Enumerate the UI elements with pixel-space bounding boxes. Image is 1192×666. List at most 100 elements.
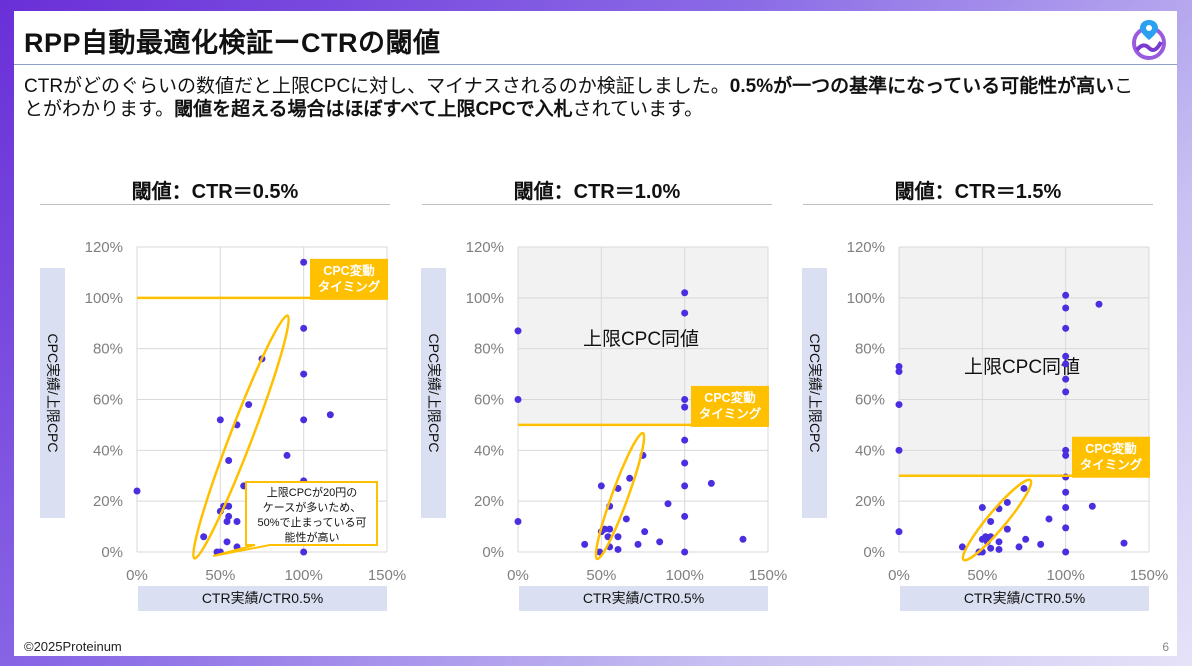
data-point	[606, 525, 614, 533]
panel-divider-1	[40, 204, 390, 205]
x-tick-label: 100%	[665, 567, 703, 584]
data-point	[1045, 515, 1053, 523]
y-tick-label: 120%	[847, 239, 885, 256]
data-point	[233, 518, 241, 525]
panel-title-3: 閾値：CTR＝1.5%	[894, 181, 1062, 203]
callout-line: 能性が高い	[285, 530, 340, 544]
x-axis-label-3: CTR実績/CTR0.5%	[900, 586, 1149, 611]
data-point	[1015, 543, 1023, 551]
data-point	[1062, 360, 1070, 368]
data-point	[1003, 498, 1011, 506]
y-tick-label: 80%	[474, 341, 504, 358]
data-point	[514, 518, 522, 525]
x-tick-label: 0%	[126, 567, 148, 584]
data-point	[300, 548, 308, 556]
data-point	[300, 258, 308, 266]
data-point	[895, 401, 903, 409]
data-point	[614, 545, 622, 553]
location-pin-globe-icon	[1132, 20, 1166, 60]
x-tick-label: 0%	[888, 567, 910, 584]
y-tick-label: 20%	[93, 493, 123, 510]
panel-title-1: 閾値：CTR＝0.5%	[131, 181, 299, 203]
data-point	[1062, 488, 1070, 496]
data-point	[681, 459, 689, 467]
data-point	[681, 289, 689, 297]
data-point	[681, 512, 689, 520]
x-tick-label: 100%	[1046, 567, 1084, 584]
data-point	[1037, 540, 1045, 548]
data-point	[1062, 504, 1070, 512]
data-point	[634, 540, 642, 548]
threshold-label-line: タイミング	[699, 406, 762, 421]
callout-line: 50%で止まっている可	[257, 516, 366, 529]
threshold-label-line: タイミング	[1080, 457, 1143, 472]
x-tick-label: 50%	[205, 567, 235, 584]
data-point	[958, 543, 966, 551]
panel-divider-2	[422, 204, 772, 205]
data-point	[1062, 291, 1070, 299]
y-tick-label: 40%	[93, 442, 123, 459]
threshold-label: CPC変動タイミング	[1080, 441, 1143, 472]
data-point	[614, 533, 622, 541]
description-text: されています。	[572, 99, 704, 120]
data-point	[1062, 446, 1070, 454]
y-tick-label: 40%	[474, 442, 504, 459]
description-emphasis: 0.5%が一つの基準になっている可能性が高い	[729, 76, 1115, 97]
description-emphasis: 閾値を超える場合はほぼすべて上限CPCで入札	[174, 99, 573, 120]
chart-1: 0% 20% 40% 60% 80% 100% 120% 0% 50% 100% 150% CPC変動…	[85, 239, 407, 584]
data-point	[978, 504, 986, 512]
data-point	[1062, 388, 1070, 396]
data-point	[987, 518, 995, 525]
threshold-label-line: CPC変動	[1085, 441, 1136, 456]
data-point	[987, 544, 995, 552]
data-point	[739, 535, 747, 543]
y-tick-label: 60%	[855, 392, 885, 409]
panel-divider-3	[803, 204, 1153, 205]
threshold-label-line: タイミング	[318, 279, 381, 294]
y-tick-label: 120%	[466, 239, 504, 256]
y-tick-label: 0%	[101, 544, 123, 561]
data-point	[664, 500, 672, 508]
data-point	[1062, 375, 1070, 383]
callout-line: ケースが多いため、	[263, 500, 361, 514]
data-point	[614, 484, 622, 492]
y-tick-label: 40%	[855, 442, 885, 459]
data-point	[895, 368, 903, 376]
callout-box	[212, 481, 378, 557]
description-text: とがわかります。	[24, 99, 175, 120]
x-axis-label-1: CTR実績/CTR0.5%	[138, 586, 387, 611]
x-tick-label: 100%	[284, 567, 322, 584]
data-point	[626, 474, 634, 482]
data-point	[225, 457, 233, 464]
y-tick-label: 100%	[466, 290, 504, 307]
y-axis-label-2: CPC実績/上限CPC	[421, 268, 446, 518]
x-tick-label: 150%	[368, 567, 406, 584]
data-point	[895, 528, 903, 536]
data-point	[681, 482, 689, 490]
highlight-ellipse	[192, 314, 290, 560]
data-point	[656, 538, 664, 546]
data-point	[283, 451, 291, 459]
data-point	[223, 538, 231, 546]
description: CTRがどのぐらいの数値だと上限CPCに対し、マイナスされるのか検証しました。0…	[24, 75, 1133, 121]
data-point	[1095, 300, 1103, 308]
threshold-label-box	[691, 385, 769, 427]
data-point	[300, 416, 308, 424]
data-point	[1020, 484, 1028, 492]
data-point	[622, 515, 630, 523]
data-point	[514, 396, 522, 403]
data-point	[581, 540, 589, 548]
page-number: 6	[1162, 640, 1169, 654]
y-tick-label: 60%	[474, 392, 504, 409]
data-point	[245, 401, 253, 409]
y-tick-label: 20%	[474, 493, 504, 510]
data-point	[1062, 451, 1070, 459]
data-point	[1088, 502, 1096, 510]
highlight-ellipse	[961, 478, 1033, 562]
data-point	[300, 370, 308, 378]
chart-3: 0% 20% 40% 60% 80% 100% 120% 0% 50% 100% 150% 上限CPC…	[847, 239, 1169, 584]
data-point	[995, 545, 1003, 553]
y-axis-label-3: CPC実績/上限CPC	[802, 268, 827, 518]
y-tick-label: 120%	[85, 239, 123, 256]
